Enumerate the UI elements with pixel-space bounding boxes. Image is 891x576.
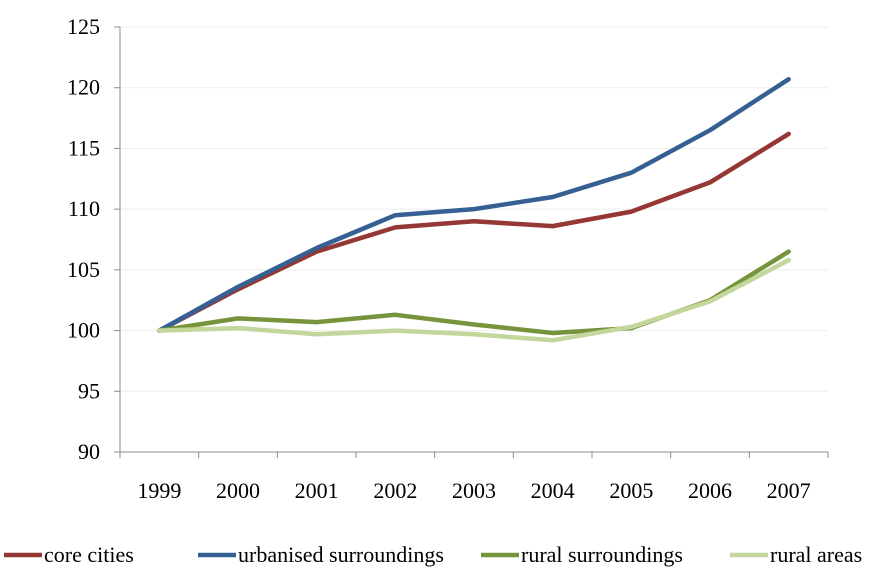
x-tick-label-2002: 2002	[373, 478, 417, 503]
x-tick-label-2007: 2007	[767, 478, 811, 503]
series-line-urbanised-surroundings	[157, 76, 791, 333]
x-tick-label-2005: 2005	[609, 478, 653, 503]
legend-label-rural-areas: rural areas	[770, 542, 862, 567]
y-tick-label-125: 125	[67, 14, 100, 39]
y-tick-label-90: 90	[78, 439, 100, 464]
series-lines	[157, 76, 791, 343]
legend-label-core-cities: core cities	[44, 542, 134, 567]
series-line-rural-areas	[157, 257, 791, 343]
x-tick-label-1999: 1999	[137, 478, 181, 503]
y-tick-label-120: 120	[67, 75, 100, 100]
series-line-core-cities	[157, 131, 791, 333]
axes	[114, 26, 829, 458]
legend-label-rural-surroundings: rural surroundings	[521, 542, 683, 567]
x-tick-label-2006: 2006	[688, 478, 732, 503]
legend-label-urbanised-surroundings: urbanised surroundings	[238, 542, 444, 567]
x-tick-label-2001: 2001	[295, 478, 339, 503]
legend: core cities urbanised surroundings rural s…	[4, 542, 862, 567]
x-tick-label-2000: 2000	[216, 478, 260, 503]
y-tick-label-110: 110	[68, 196, 100, 221]
y-tick-label-100: 100	[67, 318, 100, 343]
y-axis-tick-labels: 90 95 100 105 110 115 120 125	[67, 14, 100, 464]
y-tick-label-115: 115	[68, 135, 100, 160]
series-line-rural-surroundings	[157, 249, 791, 336]
y-tick-label-105: 105	[67, 257, 100, 282]
x-axis-tick-labels: 1999 2000 2001 2002 2003 2004 2005 2006 2007	[137, 478, 810, 503]
grid-lines	[120, 26, 828, 392]
y-tick-label-95: 95	[78, 378, 100, 403]
x-tick-label-2004: 2004	[531, 478, 575, 503]
x-tick-label-2003: 2003	[452, 478, 496, 503]
